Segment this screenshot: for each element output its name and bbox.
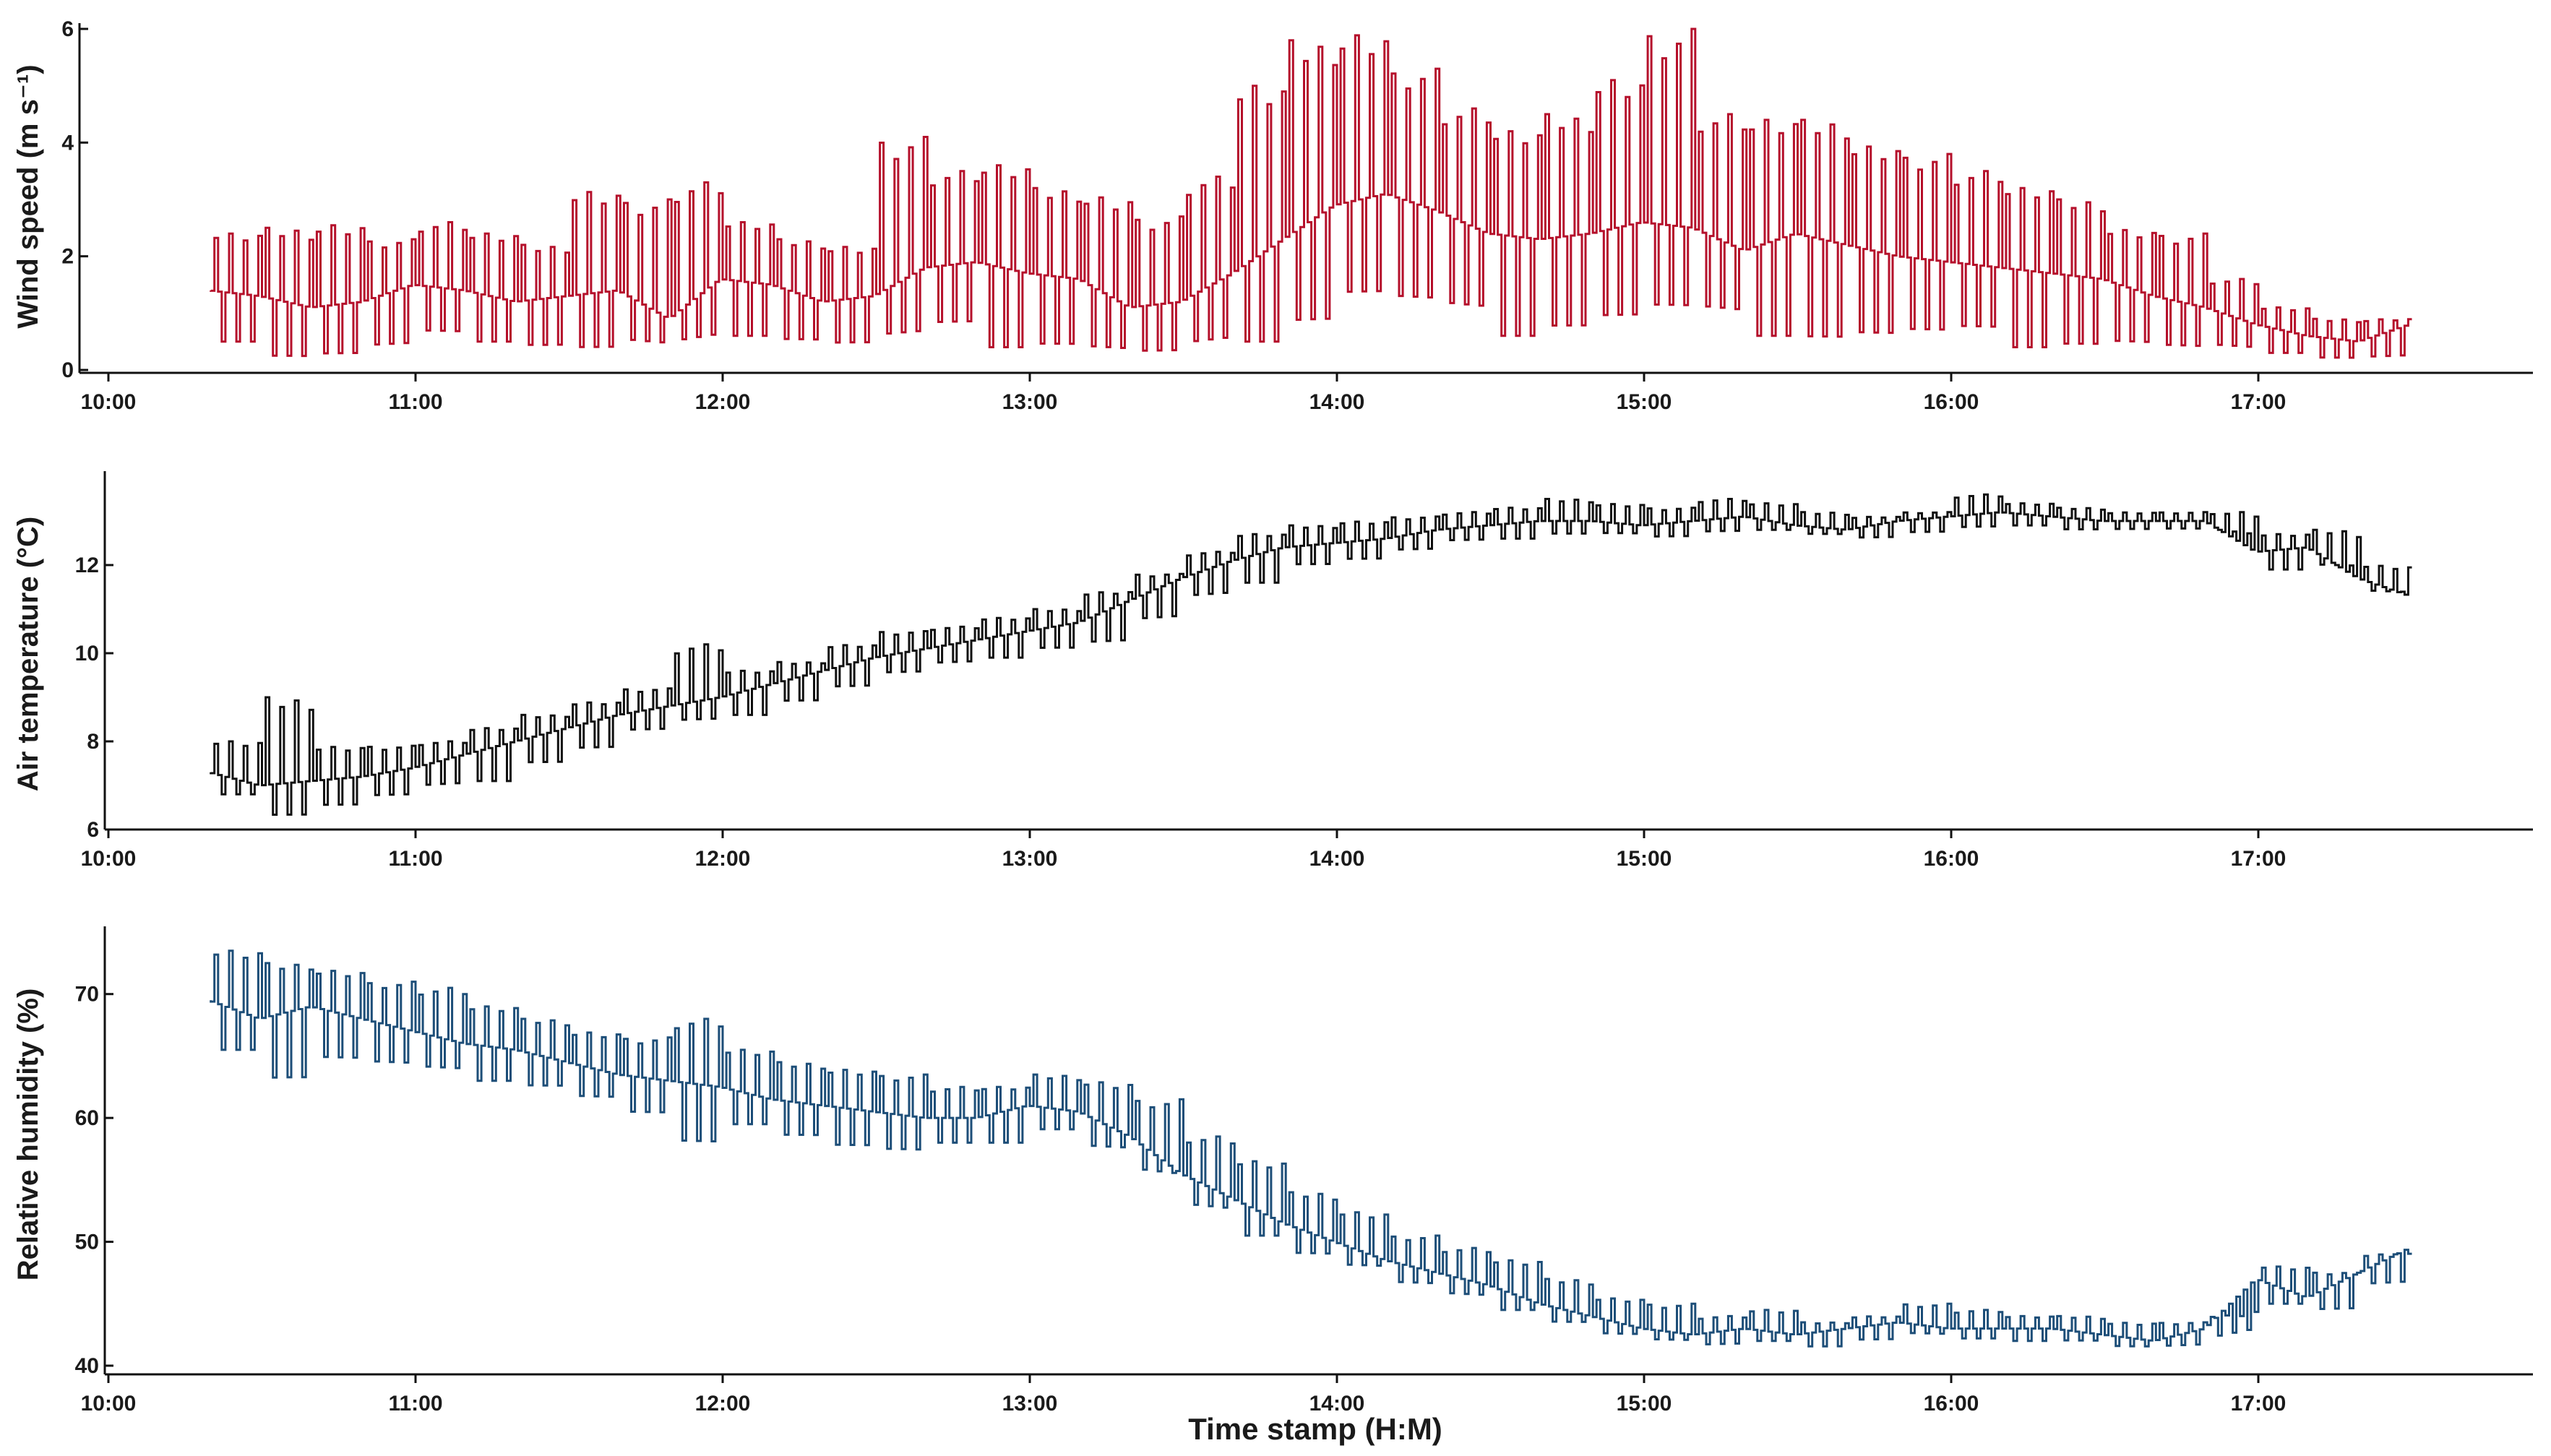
x-tick-label: 10:00 bbox=[81, 390, 137, 414]
y-tick-label: 6 bbox=[87, 818, 99, 842]
x-tick-label: 12:00 bbox=[695, 1392, 751, 1416]
y-axis-label: Relative humidity (%) bbox=[12, 988, 44, 1281]
x-tick-label: 15:00 bbox=[1617, 390, 1672, 414]
y-axis-label: Air temperature (°C) bbox=[12, 517, 44, 792]
y-tick-label: 60 bbox=[75, 1106, 99, 1130]
y-tick-label: 4 bbox=[61, 131, 74, 155]
x-tick-label: 10:00 bbox=[81, 1392, 137, 1416]
series-line bbox=[210, 493, 2412, 816]
x-tick-label: 12:00 bbox=[695, 390, 751, 414]
series-line bbox=[210, 27, 2412, 359]
x-tick-label: 14:00 bbox=[1309, 1392, 1365, 1416]
x-axis-label: Time stamp (H:M) bbox=[1188, 1412, 1442, 1446]
panel-2: 6 8 10 12 10:00 11:00 12:00 13:00 14:00 15:00 16:0… bbox=[12, 471, 2533, 871]
x-tick-label: 16:00 bbox=[1924, 847, 1979, 871]
x-tick-label: 15:00 bbox=[1617, 847, 1672, 871]
panel-3: 40 50 60 70 10:00 11:00 12:00 13:00 14:00 15:00 16… bbox=[12, 926, 2533, 1446]
y-tick-label: 70 bbox=[75, 983, 99, 1007]
x-tick-label: 14:00 bbox=[1309, 390, 1365, 414]
y-tick-label: 0 bbox=[61, 358, 74, 382]
panel-1: 0 2 4 6 10:00 11:00 12:00 13:00 14:00 15:00 16:00 1… bbox=[12, 17, 2533, 414]
y-tick-label: 6 bbox=[61, 17, 74, 41]
x-tick-label: 12:00 bbox=[695, 847, 751, 871]
y-tick-label: 8 bbox=[87, 730, 99, 754]
x-tick-label: 16:00 bbox=[1924, 390, 1979, 414]
x-tick-label: 13:00 bbox=[1002, 847, 1058, 871]
x-tick-label: 11:00 bbox=[388, 847, 442, 871]
y-tick-label: 50 bbox=[75, 1231, 99, 1254]
x-tick-label: 11:00 bbox=[388, 390, 442, 414]
x-tick-label: 17:00 bbox=[2231, 1392, 2287, 1416]
y-tick-label: 2 bbox=[61, 245, 74, 269]
y-tick-label: 40 bbox=[75, 1354, 99, 1378]
y-tick-label: 12 bbox=[75, 553, 99, 577]
x-tick-label: 11:00 bbox=[388, 1392, 442, 1416]
x-tick-label: 15:00 bbox=[1617, 1392, 1672, 1416]
y-tick-label: 10 bbox=[75, 642, 99, 665]
x-tick-label: 17:00 bbox=[2231, 390, 2287, 414]
y-axis-label: Wind speed (m s⁻¹) bbox=[12, 64, 44, 328]
x-tick-label: 16:00 bbox=[1924, 1392, 1979, 1416]
series-line bbox=[210, 949, 2412, 1348]
x-tick-label: 10:00 bbox=[81, 847, 137, 871]
x-tick-label: 14:00 bbox=[1309, 847, 1365, 871]
x-tick-label: 17:00 bbox=[2231, 847, 2287, 871]
x-tick-label: 13:00 bbox=[1002, 1392, 1058, 1416]
x-tick-label: 13:00 bbox=[1002, 390, 1058, 414]
